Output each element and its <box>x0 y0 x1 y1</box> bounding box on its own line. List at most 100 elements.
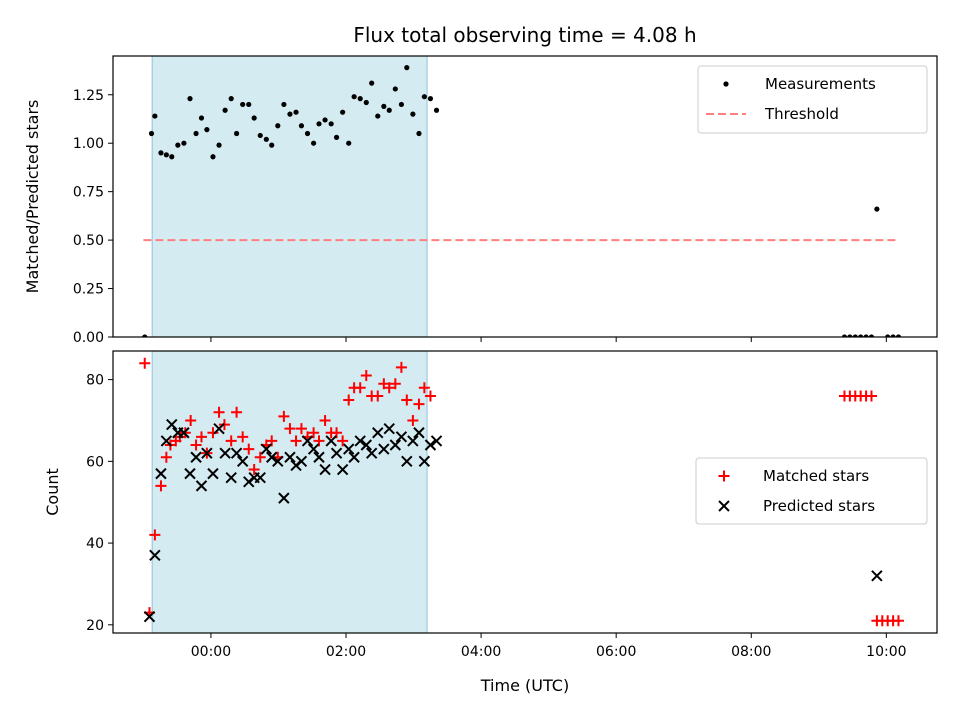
measurements-point <box>346 140 352 146</box>
measurements-point <box>148 130 155 137</box>
measurements-point <box>404 65 410 71</box>
matched-stars-point <box>295 423 307 435</box>
measurements-point <box>246 101 252 108</box>
legend-marker <box>718 500 730 512</box>
predicted-stars-point <box>230 447 243 459</box>
measurements-point <box>847 334 853 337</box>
x-tick-label: 02:00 <box>326 644 366 660</box>
measurements-point <box>369 80 375 86</box>
measurements-point <box>333 134 340 140</box>
measurements-point <box>263 136 269 142</box>
matched-stars-point <box>424 390 436 402</box>
axes-frame <box>112 350 938 634</box>
measurements-point <box>416 130 422 137</box>
predicted-stars-point <box>424 439 437 451</box>
measurements-point <box>433 107 440 113</box>
matched-stars-point <box>418 382 430 394</box>
matched-stars-point <box>343 394 355 406</box>
matched-stars-point <box>139 357 151 369</box>
matched-stars-point <box>207 427 219 439</box>
measurements-point <box>216 142 222 148</box>
legend-label: Predicted stars <box>763 497 875 515</box>
predicted-stars-point <box>301 435 314 447</box>
observing-interval-shade <box>151 55 428 338</box>
measurements-point <box>281 101 287 108</box>
measurements-point <box>398 101 404 108</box>
matched-stars-point <box>155 480 167 492</box>
predicted-stars-point <box>149 549 161 562</box>
legend-label: Threshold <box>764 105 839 123</box>
matched-stars-point <box>337 435 349 447</box>
predicted-stars-point <box>871 570 883 582</box>
predicted-stars-point <box>365 447 378 459</box>
matched-stars-point <box>254 451 266 463</box>
predicted-stars-point <box>284 451 296 463</box>
matched-stars-point <box>278 410 290 422</box>
legend-marker <box>723 81 729 87</box>
predicted-stars-point <box>325 435 337 447</box>
legend-box <box>695 457 928 525</box>
matched-stars-point <box>195 431 207 443</box>
matched-stars-point <box>354 382 366 394</box>
matched-stars-point <box>243 443 255 455</box>
matched-stars-point <box>865 390 877 402</box>
matched-stars-point <box>213 406 225 418</box>
measurements-point <box>351 94 357 100</box>
measurements-point <box>193 130 199 137</box>
measurements-point <box>142 334 148 337</box>
y-tick-label: 20 <box>86 618 104 634</box>
measurements-point <box>251 115 257 121</box>
measurements-point <box>204 127 210 133</box>
measurements-point <box>852 334 858 337</box>
predicted-stars-point <box>413 427 425 439</box>
predicted-stars-point <box>343 443 355 455</box>
predicted-stars-point <box>395 431 408 443</box>
measurements-point <box>381 103 387 109</box>
chart-title: Flux total observing time = 4.08 h <box>353 23 696 47</box>
measurements-point <box>841 334 848 337</box>
measurements-point <box>863 334 869 337</box>
y-axis-label: Count <box>43 468 62 516</box>
predicted-stars-point <box>207 467 219 480</box>
matched-stars-point <box>407 414 419 426</box>
predicted-stars-point <box>254 471 266 484</box>
predicted-stars-point <box>295 455 308 468</box>
matched-stars-point <box>360 370 372 382</box>
legend-label: Measurements <box>765 75 876 93</box>
predicted-stars-point <box>160 435 173 447</box>
measurements-point <box>858 334 864 337</box>
measurements-point <box>158 150 164 156</box>
matched-stars-point <box>237 431 249 443</box>
measurements-point <box>175 142 181 148</box>
measurements-point <box>310 140 317 146</box>
predicted-stars-point <box>272 455 284 468</box>
axes-frame <box>112 55 938 338</box>
y-tick-label: 0.75 <box>73 185 104 201</box>
predicted-stars-point <box>383 422 395 435</box>
predicted-stars-point <box>378 443 390 455</box>
measurements-point <box>392 86 398 92</box>
x-tick-label: 06:00 <box>596 644 636 660</box>
matched-stars-point <box>284 423 296 435</box>
predicted-stars-point <box>166 418 178 431</box>
predicted-stars-point <box>201 447 213 459</box>
measurements-point <box>287 111 293 117</box>
legend-marker <box>718 470 730 482</box>
predicted-stars-point <box>266 451 278 463</box>
data-layer <box>142 65 902 337</box>
measurements-point <box>340 109 346 115</box>
measurements-point <box>357 96 363 102</box>
observing-interval-shade <box>151 350 428 634</box>
predicted-stars-point <box>319 463 331 476</box>
matched-stars-point <box>160 451 172 463</box>
matched-stars-point <box>290 435 302 447</box>
y-tick-label: 80 <box>86 373 104 389</box>
y-tick-label: 1.25 <box>73 88 104 104</box>
y-axis-label: Matched/Predicted stars <box>23 100 42 294</box>
matched-stars-point <box>413 398 425 410</box>
predicted-stars-point <box>195 480 208 492</box>
measurements-point <box>868 334 875 337</box>
predicted-stars-point <box>418 455 431 468</box>
measurements-point <box>187 96 193 102</box>
